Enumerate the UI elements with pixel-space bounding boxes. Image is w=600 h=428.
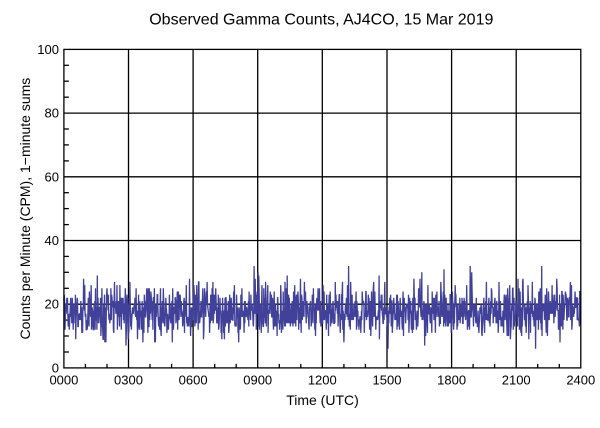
svg-text:20: 20 [45,297,59,312]
svg-text:0000: 0000 [49,372,78,387]
svg-text:1200: 1200 [308,372,337,387]
svg-text:60: 60 [45,169,59,184]
svg-text:100: 100 [37,42,59,57]
svg-text:1800: 1800 [437,372,466,387]
svg-text:0600: 0600 [179,372,208,387]
svg-text:2400: 2400 [566,372,595,387]
svg-text:1500: 1500 [373,372,402,387]
svg-text:0: 0 [52,360,59,375]
svg-text:0900: 0900 [243,372,272,387]
svg-text:Observed Gamma Counts, AJ4CO,: Observed Gamma Counts, AJ4CO, 15 Mar 201… [149,11,493,28]
svg-text:0300: 0300 [114,372,143,387]
svg-text:40: 40 [45,233,59,248]
svg-text:80: 80 [45,106,59,121]
svg-text:2100: 2100 [502,372,531,387]
svg-text:Time (UTC): Time (UTC) [286,392,359,408]
svg-text:Counts per Minute (CPM), 1−min: Counts per Minute (CPM), 1−minute sums [17,78,33,340]
